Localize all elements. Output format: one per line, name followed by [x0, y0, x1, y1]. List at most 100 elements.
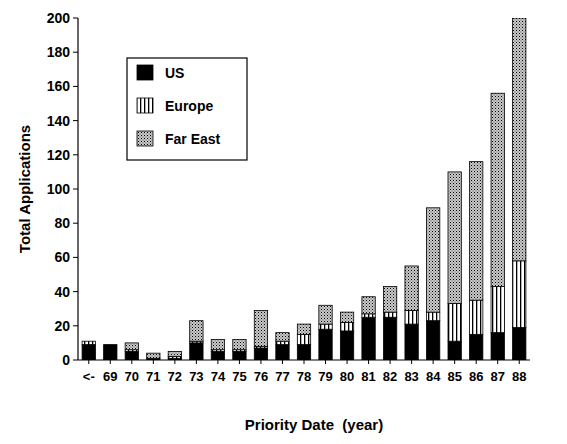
x-tick-label: 79	[318, 369, 332, 384]
bar-segment	[168, 351, 181, 356]
x-tick-label: <-	[83, 369, 95, 384]
bar-segment	[448, 172, 461, 304]
x-tick	[282, 360, 283, 364]
x-tick-label: 71	[146, 369, 160, 384]
bar-segment	[405, 310, 418, 324]
bar-segment	[82, 341, 95, 342]
y-tick	[73, 86, 78, 87]
x-tick-label: 78	[297, 369, 311, 384]
bar-segment	[340, 312, 353, 322]
x-tick-label: 82	[383, 369, 397, 384]
bar-segment	[297, 345, 310, 360]
bar-segment	[211, 351, 224, 360]
x-tick	[131, 360, 132, 364]
x-tick	[454, 360, 455, 364]
x-tick-label: 83	[404, 369, 418, 384]
bar-segment	[276, 341, 289, 344]
x-tick-label: 80	[340, 369, 354, 384]
bar-segment	[104, 344, 117, 345]
chart: 020406080100120140160180200<-69707172737…	[0, 0, 567, 444]
x-tick-label: 76	[254, 369, 268, 384]
bar-segment	[362, 314, 375, 317]
x-tick	[497, 360, 498, 364]
x-tick	[239, 360, 240, 364]
bar-segment	[513, 328, 526, 360]
bar-segment	[104, 345, 117, 360]
x-tick	[519, 360, 520, 364]
legend-swatch	[137, 131, 153, 146]
legend-label: Europe	[165, 98, 213, 114]
bar-segment	[233, 351, 246, 360]
y-tick	[73, 223, 78, 224]
x-tick-label: 88	[512, 369, 526, 384]
x-tick	[433, 360, 434, 364]
y-axis-title: Total Applications	[16, 125, 33, 253]
bar-segment	[82, 345, 95, 360]
bar-segment	[340, 322, 353, 331]
bar-segment	[319, 324, 332, 329]
bar-segment	[405, 324, 418, 360]
y-tick	[73, 189, 78, 190]
y-tick	[73, 18, 78, 19]
bar-segment	[491, 93, 504, 286]
bar-segment	[82, 341, 95, 344]
y-tick-label: 200	[47, 10, 71, 26]
x-tick-label: 84	[426, 369, 441, 384]
bar-segment	[147, 353, 160, 358]
x-tick	[88, 360, 89, 364]
bar-segment	[319, 329, 332, 360]
legend-label: US	[165, 65, 184, 81]
y-tick	[73, 154, 78, 155]
x-tick-label: 70	[125, 369, 139, 384]
x-tick-label: 85	[447, 369, 461, 384]
bar-segment	[383, 317, 396, 360]
x-tick	[217, 360, 218, 364]
bar-segment	[125, 343, 138, 350]
bar-segment	[362, 297, 375, 314]
x-tick	[174, 360, 175, 364]
y-tick	[73, 52, 78, 53]
legend-swatch	[137, 65, 153, 80]
bar-segment	[513, 18, 526, 261]
legend-swatch	[137, 98, 153, 113]
bar-segment	[125, 351, 138, 360]
bar-segment	[319, 305, 332, 324]
bar-segment	[405, 266, 418, 310]
x-tick-label: 86	[469, 369, 483, 384]
bar-segment	[426, 312, 439, 321]
bar-segment	[426, 321, 439, 360]
y-tick	[73, 325, 78, 326]
x-tick	[196, 360, 197, 364]
legend-label: Far East	[165, 131, 221, 147]
bar-segment	[340, 331, 353, 360]
x-tick	[110, 360, 111, 364]
y-tick	[73, 120, 78, 121]
x-tick	[260, 360, 261, 364]
y-tick-label: 120	[47, 147, 71, 163]
bar-segment	[276, 333, 289, 342]
bar-segment	[426, 208, 439, 312]
bar-segment	[276, 345, 289, 360]
bar-segment	[383, 286, 396, 312]
x-tick	[411, 360, 412, 364]
bar-segment	[190, 343, 203, 360]
bar-segment	[233, 339, 246, 349]
bar-segment	[448, 304, 461, 342]
y-tick-label: 40	[54, 284, 70, 300]
y-tick-label: 100	[47, 181, 71, 197]
x-tick	[476, 360, 477, 364]
x-tick-label: 75	[232, 369, 246, 384]
x-tick-label: 74	[211, 369, 226, 384]
bar-segment	[297, 334, 310, 344]
y-tick-label: 140	[47, 113, 71, 129]
x-tick-label: 69	[103, 369, 117, 384]
bar-segment	[470, 334, 483, 360]
x-axis-title: Priority Date (year)	[245, 416, 383, 433]
bar-segment	[470, 300, 483, 334]
bar-segment	[254, 310, 267, 346]
x-tick	[153, 360, 154, 364]
y-tick	[73, 257, 78, 258]
bar-segment	[383, 312, 396, 317]
bar-segment	[190, 321, 203, 342]
legend: US Europe Far East	[127, 58, 247, 160]
